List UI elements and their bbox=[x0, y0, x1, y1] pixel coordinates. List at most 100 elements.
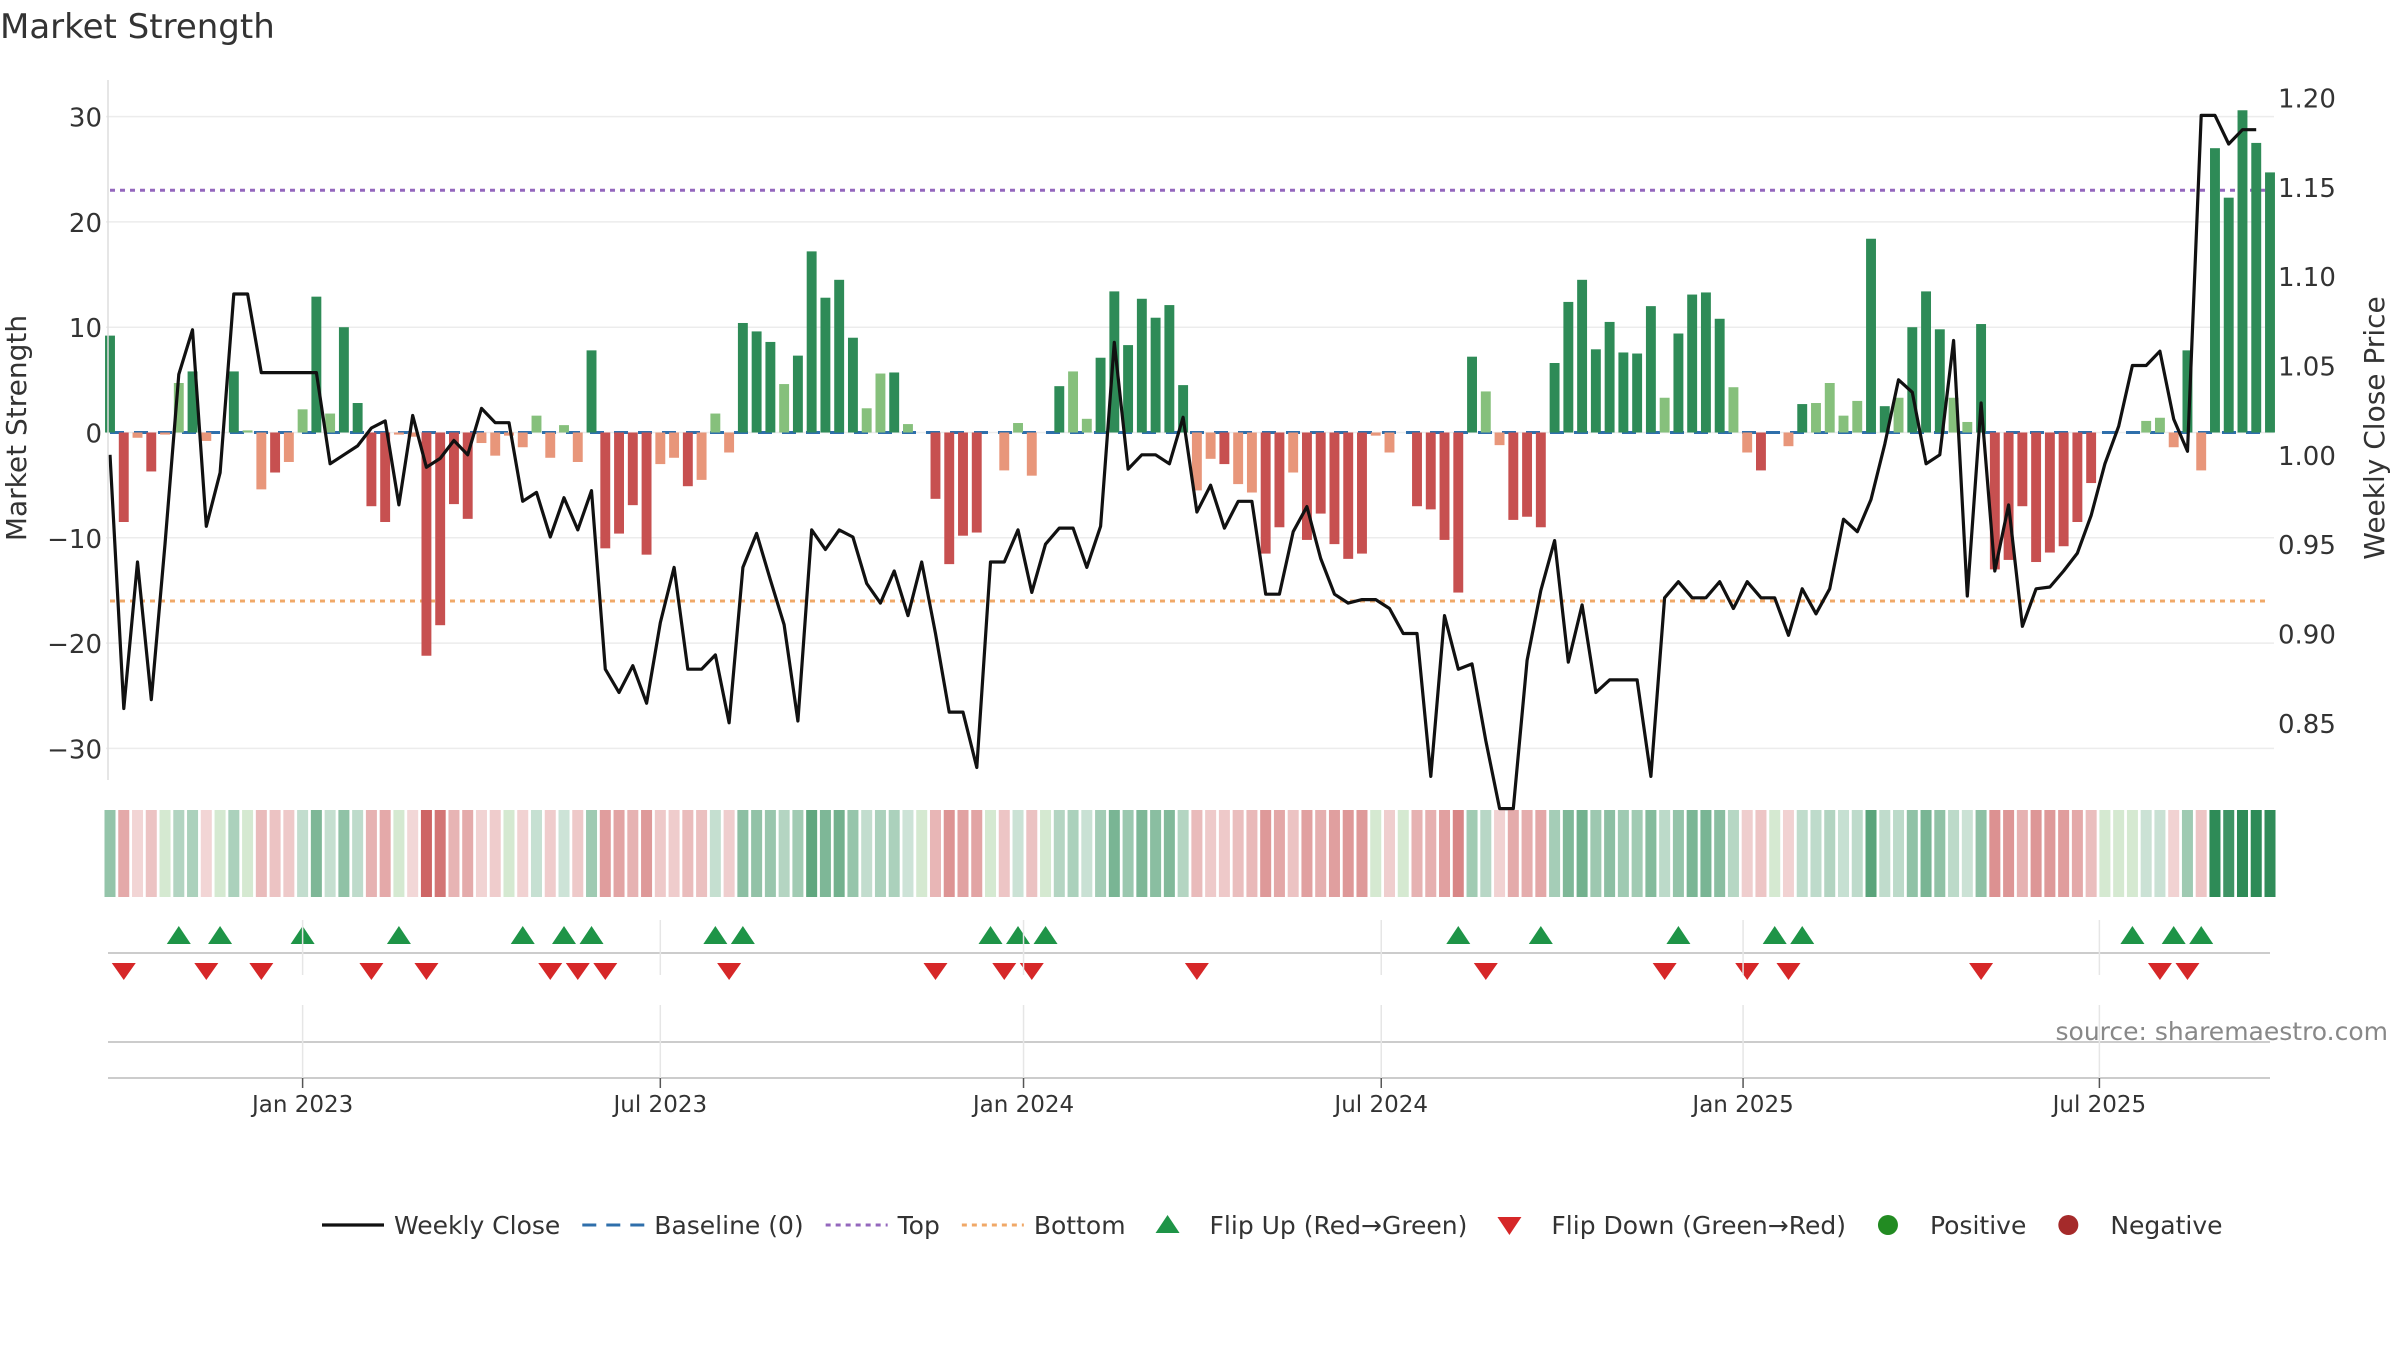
strength-bar bbox=[1659, 397, 1670, 433]
strength-bar bbox=[256, 432, 267, 490]
strength-bar bbox=[1577, 279, 1588, 433]
flip-down-marker bbox=[194, 963, 219, 980]
strength-bar bbox=[1068, 371, 1079, 433]
flip-down-marker bbox=[1019, 963, 1044, 980]
strength-bar bbox=[105, 335, 115, 433]
heat-cell bbox=[242, 810, 254, 897]
heat-cell bbox=[1659, 810, 1671, 897]
strength-bar bbox=[531, 415, 542, 433]
strength-bar bbox=[655, 432, 666, 465]
strength-bar bbox=[779, 384, 790, 433]
heat-cell bbox=[2085, 810, 2097, 897]
axis-layer: 30 20 10 0 −10 −20 −30 1.20 1.15 1.10 1.05 1.00 0.95… bbox=[47, 80, 2336, 780]
heat-cell bbox=[2071, 810, 2083, 897]
strength-bar bbox=[1467, 356, 1477, 433]
heat-cell bbox=[998, 810, 1010, 897]
strength-bar bbox=[1824, 383, 1835, 433]
flip-up-marker bbox=[1033, 926, 1058, 944]
strength-bar bbox=[338, 327, 349, 433]
flip-up-marker bbox=[166, 926, 191, 944]
flip-down-marker bbox=[359, 963, 384, 980]
legend-swatch-flip-down bbox=[1497, 1217, 1522, 1235]
strength-bar bbox=[242, 430, 253, 433]
flip-down-marker bbox=[992, 963, 1017, 980]
strength-bar bbox=[1645, 306, 1656, 433]
strength-bar bbox=[1357, 432, 1367, 554]
strength-bar bbox=[380, 432, 391, 523]
heat-cell bbox=[778, 810, 790, 897]
strength-bar bbox=[1494, 432, 1505, 446]
strength-bar bbox=[710, 413, 721, 433]
strength-bar bbox=[792, 355, 803, 433]
flip-down-marker bbox=[249, 963, 274, 980]
strength-bar bbox=[2223, 197, 2234, 433]
flip-down-marker bbox=[717, 963, 742, 980]
strength-bar bbox=[228, 371, 239, 433]
heat-cell bbox=[1315, 810, 1327, 897]
heat-cell bbox=[2099, 810, 2111, 897]
heat-cell bbox=[792, 810, 804, 897]
y-axis-right-label: Weekly Close Price bbox=[2358, 296, 2391, 559]
heat-cell bbox=[2264, 810, 2276, 897]
heat-cell bbox=[1067, 810, 1079, 897]
heat-cell bbox=[173, 810, 185, 897]
strength-bar bbox=[435, 432, 446, 626]
strength-bar bbox=[393, 432, 404, 435]
heat-cell bbox=[888, 810, 900, 897]
strength-bar bbox=[146, 432, 157, 472]
heat-cell bbox=[1205, 810, 1217, 897]
flip-up-marker bbox=[2189, 926, 2214, 944]
legend-swatch-flip-up bbox=[1155, 1215, 1180, 1233]
flip-down-marker bbox=[414, 963, 439, 980]
strength-bar bbox=[875, 373, 886, 433]
strength-bar bbox=[1852, 400, 1863, 433]
heat-cell bbox=[627, 810, 639, 897]
strength-bar bbox=[1549, 363, 1560, 433]
y-left-tick-label: −10 bbox=[47, 525, 102, 555]
strength-bar bbox=[2182, 350, 2193, 433]
strength-bar bbox=[1866, 238, 1876, 433]
heat-cell bbox=[475, 810, 487, 897]
heat-cell bbox=[833, 810, 845, 897]
strength-bar bbox=[490, 432, 501, 456]
source-text: source: sharemaestro.com bbox=[2056, 1017, 2389, 1046]
heat-cell bbox=[1741, 810, 1753, 897]
heat-cell bbox=[1549, 810, 1561, 897]
flip-markers bbox=[108, 926, 2270, 980]
strength-bar bbox=[999, 432, 1010, 471]
strength-bar bbox=[448, 432, 459, 505]
strength-bar bbox=[1604, 321, 1615, 433]
flip-up-marker bbox=[730, 926, 755, 944]
strength-bar bbox=[1054, 386, 1065, 433]
heat-cell bbox=[572, 810, 584, 897]
flip-down-marker bbox=[1776, 963, 1801, 980]
heat-cell bbox=[1838, 810, 1850, 897]
strength-bar bbox=[1948, 397, 1959, 433]
heat-cell bbox=[1507, 810, 1519, 897]
heat-cell bbox=[599, 810, 611, 897]
heat-cell bbox=[407, 810, 419, 897]
heat-cell bbox=[2003, 810, 2015, 897]
heat-cell bbox=[1590, 810, 1602, 897]
heat-cell bbox=[1370, 810, 1382, 897]
heat-cell bbox=[2209, 810, 2221, 897]
strength-bar bbox=[2237, 110, 2248, 433]
heat-cell bbox=[214, 810, 226, 897]
strength-bar bbox=[1384, 432, 1395, 453]
heat-cell bbox=[2016, 810, 2028, 897]
strength-bar bbox=[311, 296, 322, 433]
heat-cell bbox=[2044, 810, 2056, 897]
flip-up-marker bbox=[579, 926, 604, 944]
flip-down-marker bbox=[538, 963, 563, 980]
heat-cell bbox=[1824, 810, 1836, 897]
heat-cell bbox=[1218, 810, 1230, 897]
strength-bar bbox=[600, 432, 611, 549]
heat-cell bbox=[255, 810, 267, 897]
heat-cell bbox=[1920, 810, 1932, 897]
heat-cell bbox=[1246, 810, 1258, 897]
y-right-tick-label: 1.05 bbox=[2278, 353, 2336, 383]
heat-cell bbox=[902, 810, 914, 897]
flip-up-marker bbox=[552, 926, 577, 944]
heat-cell bbox=[503, 810, 515, 897]
heat-cell bbox=[764, 810, 776, 897]
